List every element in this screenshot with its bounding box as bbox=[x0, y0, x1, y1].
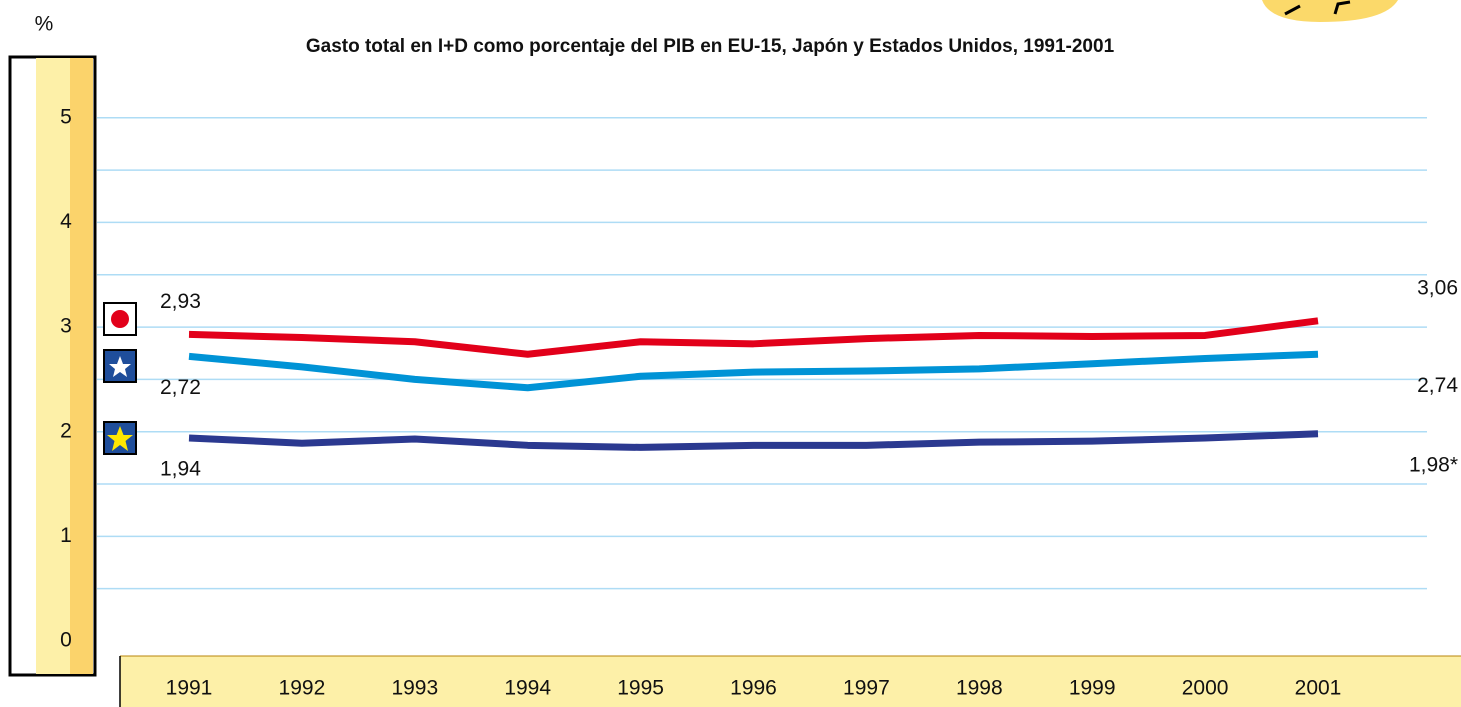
x-axis-band bbox=[120, 656, 1461, 707]
data-label: 2,93 bbox=[160, 290, 201, 313]
x-tick-label: 1993 bbox=[391, 677, 438, 700]
x-tick-label: 1999 bbox=[1069, 677, 1116, 700]
line bbox=[188, 350, 1319, 392]
y-tick-label: 4 bbox=[60, 210, 72, 233]
decoration bbox=[1284, 0, 1351, 16]
line bbox=[188, 430, 1319, 451]
data-label: 1,98* bbox=[1409, 453, 1458, 476]
axis-stripe bbox=[70, 58, 93, 674]
data-label: 1,94 bbox=[160, 458, 201, 481]
decoration bbox=[1262, 0, 1398, 22]
data-label: 2,72 bbox=[160, 376, 201, 399]
x-tick-label: 1998 bbox=[956, 677, 1003, 700]
y-tick-label: 2 bbox=[60, 419, 72, 442]
x-tick-label: 1994 bbox=[504, 677, 551, 700]
axis-stripe bbox=[36, 58, 70, 674]
line bbox=[188, 317, 1319, 358]
chart-title: Gasto total en I+D como porcentaje del P… bbox=[306, 36, 1115, 57]
x-tick-label: 1992 bbox=[279, 677, 326, 700]
x-tick-label: 1995 bbox=[617, 677, 664, 700]
y-tick-label: 0 bbox=[60, 629, 72, 652]
x-tick-label: 2000 bbox=[1182, 677, 1229, 700]
x-tick-label: 1991 bbox=[166, 677, 213, 700]
y-tick-label: 5 bbox=[60, 105, 72, 128]
x-tick-label: 1997 bbox=[843, 677, 890, 700]
x-tick-label: 2001 bbox=[1295, 677, 1342, 700]
y-tick-label: 1 bbox=[60, 524, 72, 547]
x-tick-label: 1996 bbox=[730, 677, 777, 700]
y-tick-label: 3 bbox=[60, 315, 72, 338]
legend-icon bbox=[103, 302, 137, 455]
data-label: 3,06 bbox=[1417, 276, 1458, 299]
y-axis-label: % bbox=[35, 13, 54, 36]
data-label: 2,74 bbox=[1417, 374, 1458, 397]
